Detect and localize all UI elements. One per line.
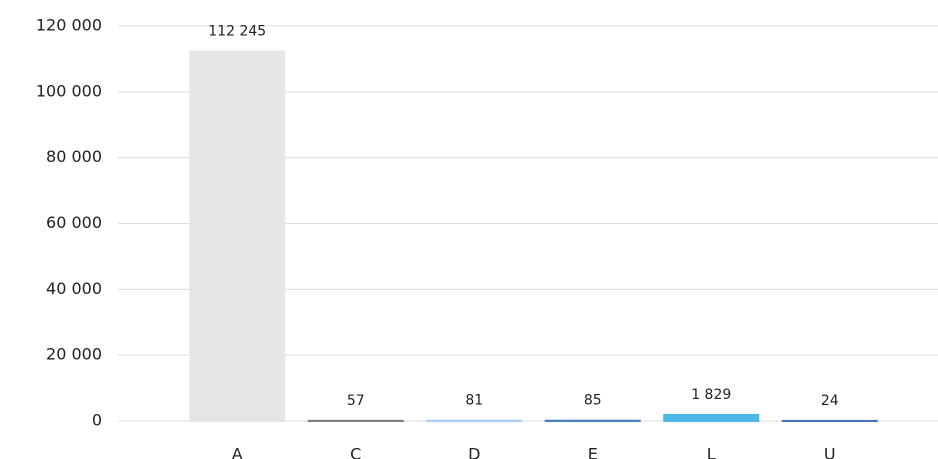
x-tick-label: L: [707, 445, 716, 459]
y-tick-label: 20 000: [46, 345, 102, 364]
value-label: 112 245: [208, 24, 266, 40]
value-label: 85: [584, 393, 602, 409]
x-tick-label: E: [588, 445, 598, 459]
x-tick-label: U: [824, 445, 836, 459]
y-tick-label: 80 000: [46, 147, 102, 166]
bar: [189, 50, 286, 422]
x-tick-label: A: [232, 445, 243, 459]
y-tick-label: 40 000: [46, 279, 102, 298]
value-label: 57: [347, 393, 365, 409]
bar: [663, 413, 760, 423]
x-tick-label: C: [350, 445, 361, 459]
y-tick-label: 60 000: [46, 213, 102, 232]
y-tick-label: 100 000: [36, 81, 102, 100]
y-tick-label: 120 000: [36, 16, 102, 35]
y-tick-label: 0: [92, 411, 102, 430]
value-label: 81: [465, 393, 483, 409]
x-tick-label: D: [468, 445, 480, 459]
value-label: 1 829: [691, 387, 731, 403]
value-label: 24: [821, 393, 839, 409]
